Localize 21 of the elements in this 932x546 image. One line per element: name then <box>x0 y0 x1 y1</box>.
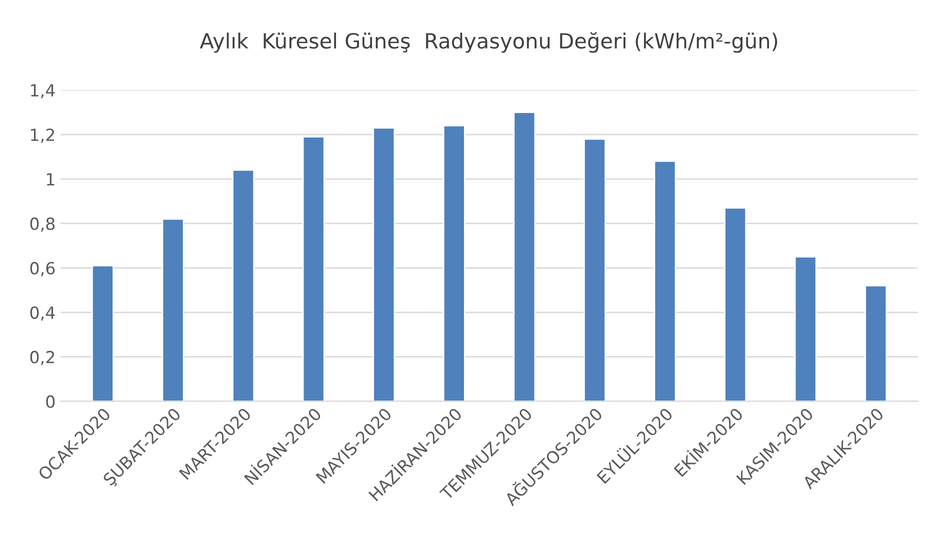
y-tick-label: 1 <box>46 173 54 186</box>
y-tick-label: 0,2 <box>30 350 54 366</box>
bar <box>864 285 888 402</box>
y-tick-label: 1,4 <box>31 84 55 98</box>
bar <box>232 169 255 402</box>
bar <box>724 207 747 402</box>
chart-title: Aylık Küresel Güneş Radyasyonu Değeri (kWh/m²-gün) <box>200 32 778 53</box>
y-tick-label: 0,8 <box>30 217 55 232</box>
bar <box>442 124 466 402</box>
bar <box>162 218 184 402</box>
bar <box>92 265 114 402</box>
y-tick-label: 0 <box>46 395 55 408</box>
bar <box>513 112 536 402</box>
y-tick-label: 1,2 <box>31 128 54 143</box>
y-tick-label: 0,6 <box>30 262 55 276</box>
y-tick-label: 0,4 <box>30 306 55 321</box>
bar <box>302 136 325 402</box>
bar <box>583 138 606 402</box>
bar <box>372 127 396 402</box>
bar <box>794 256 817 402</box>
bar <box>654 160 676 402</box>
